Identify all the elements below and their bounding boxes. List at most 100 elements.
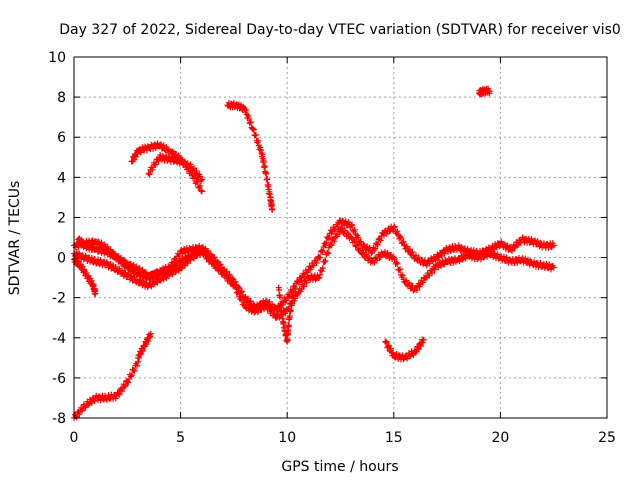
data-point-dense (500, 253, 507, 260)
data-point (348, 234, 355, 241)
data-point-dense (511, 244, 518, 251)
data-point-dense (377, 237, 384, 244)
data-point-dense (301, 283, 308, 290)
data-point-dense (276, 286, 283, 293)
data-point-dense (417, 343, 424, 350)
data-point-dense (87, 242, 94, 249)
data-point-dense (78, 255, 85, 262)
data-point-dense (172, 269, 179, 276)
data-point-dense (211, 254, 218, 261)
data-point-dense (245, 115, 252, 122)
data-point-dense (364, 243, 371, 250)
data-point-dense (160, 276, 167, 283)
data-point-dense (350, 237, 357, 244)
data-point-dense (363, 251, 370, 258)
data-point-dense (201, 249, 208, 256)
data-point-dense (255, 137, 262, 144)
data-point-dense (409, 282, 416, 289)
x-axis-label: GPS time / hours (281, 459, 398, 475)
y-tick-label: -4 (52, 331, 66, 347)
series-9 (382, 336, 427, 363)
data-point-dense (174, 262, 181, 269)
data-point-dense (125, 271, 132, 278)
data-point-dense (245, 295, 252, 302)
data-point-dense (391, 256, 398, 263)
data-point-dense (247, 119, 254, 126)
data-point-dense (229, 278, 236, 285)
chart-title: Day 327 of 2022, Sidereal Day-to-day VTE… (59, 22, 621, 38)
data-point-dense (118, 388, 125, 395)
x-tick-label: 25 (598, 430, 616, 446)
data-point-dense (324, 249, 331, 256)
data-point-dense (353, 242, 360, 249)
data-point-dense (178, 265, 185, 272)
data-point-dense (73, 414, 80, 421)
data-point-dense (462, 255, 469, 262)
data-point-dense (184, 260, 191, 267)
data-point-dense (120, 256, 127, 263)
y-tick-label: 2 (57, 210, 66, 226)
data-point-dense (412, 349, 419, 356)
data-point-dense (288, 300, 295, 307)
series-10 (476, 85, 493, 98)
data-point-dense (170, 158, 177, 165)
data-point-dense (258, 307, 265, 313)
data-point-dense (298, 286, 305, 293)
data-point-dense (351, 238, 358, 245)
data-point-dense (285, 322, 292, 329)
y-axis-label: SDTVAR / TECUs (7, 181, 23, 296)
data-point-dense (150, 281, 157, 288)
x-axis-ticks: 0 5 10 15 20 25 (70, 57, 616, 446)
data-point-dense (406, 246, 413, 253)
data-point-dense (194, 178, 201, 185)
data-point-dense (394, 260, 401, 267)
data-point-dense (107, 261, 114, 268)
y-tick-label: 0 (57, 251, 66, 267)
data-point (198, 176, 205, 183)
data-point-dense (484, 253, 491, 260)
data-point-dense (257, 144, 264, 151)
data-point-dense (94, 256, 101, 263)
data-point-dense (90, 243, 97, 250)
data-point (550, 242, 557, 249)
data-point-dense (283, 297, 290, 304)
y-tick-label: 6 (57, 130, 66, 146)
data-point-dense (521, 239, 528, 246)
plot-frame (73, 56, 608, 419)
data-point-dense (263, 170, 270, 177)
data-point-dense (342, 218, 349, 225)
data-point-dense (198, 187, 205, 194)
data-point-dense (441, 261, 448, 268)
data-point (198, 246, 205, 253)
data-point-dense (187, 161, 194, 168)
data-point (290, 286, 297, 293)
data-point (145, 170, 152, 177)
data-point-dense (357, 245, 364, 252)
data-point-dense (321, 258, 328, 265)
data-point-dense (365, 254, 372, 261)
data-point-dense (341, 227, 348, 234)
data-point-dense (312, 276, 319, 283)
data-point-dense (313, 259, 320, 266)
data-point-dense (158, 141, 165, 148)
data-point-dense (393, 259, 400, 266)
data-point-dense (331, 238, 338, 245)
data-point-dense (470, 247, 477, 254)
data-point-dense (128, 372, 135, 379)
data-point-dense (128, 273, 135, 280)
data-point-dense (357, 238, 364, 245)
data-point-dense (448, 255, 455, 262)
data-point-dense (304, 269, 311, 276)
data-point-dense (175, 267, 182, 274)
data-point-dense (236, 285, 243, 292)
data-point-dense (328, 242, 335, 249)
data-point (92, 290, 99, 297)
data-point-dense (396, 266, 403, 273)
data-point-dense (206, 257, 213, 264)
data-point-dense (318, 247, 325, 254)
data-point-dense (397, 266, 404, 273)
data-point (550, 264, 557, 271)
data-point-dense (207, 256, 214, 263)
data-point-dense (260, 159, 267, 166)
series-5 (134, 330, 154, 362)
